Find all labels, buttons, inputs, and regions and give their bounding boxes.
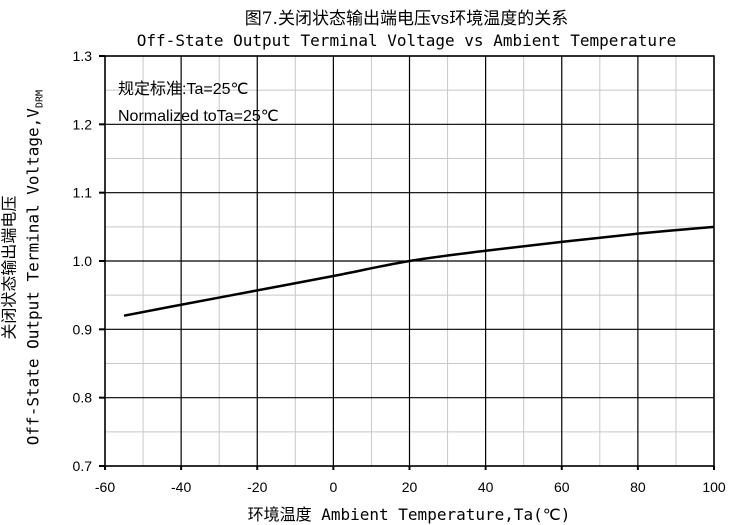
x-tick-label: 100 [702, 479, 726, 495]
x-tick-label: -40 [171, 479, 191, 495]
annotation-text: 规定标准:Ta=25℃ [118, 80, 248, 98]
x-tick-label: 60 [554, 479, 570, 495]
x-tick-label: 0 [329, 479, 337, 495]
y-tick-label: 1.2 [73, 116, 93, 132]
x-tick-label: 20 [402, 479, 418, 495]
plot-frame [104, 55, 715, 467]
x-tick-label: 40 [478, 479, 494, 495]
series-line [123, 225, 715, 317]
annotation-text: Normalized toTa=25℃ [118, 108, 279, 125]
chart-subtitle: Off-State Output Terminal Voltage vs Amb… [136, 31, 677, 50]
x-tick-label: 80 [630, 479, 646, 495]
y-tick-label: 0.8 [73, 390, 93, 406]
y-tick-label: 0.7 [73, 458, 93, 474]
x-tick-label: -20 [247, 479, 267, 495]
x-tick-label: -60 [95, 479, 115, 495]
y-axis-label-cn: 关闭状态输出端电压 [0, 195, 19, 340]
y-tick-label: 0.9 [73, 321, 93, 337]
y-tick-label: 1.0 [73, 253, 93, 269]
y-tick-label: 1.3 [73, 48, 93, 64]
y-tick-label: 1.1 [73, 185, 93, 201]
x-axis-label: 环境温度 Ambient Temperature,Ta(℃) [247, 505, 571, 524]
y-axis-label-en: Off-State Output Terminal Voltage,VDRM [23, 89, 46, 446]
chart-title: 图7.关闭状态输出端电压vs环境温度的关系 [244, 9, 569, 29]
y-axis-label: 关闭状态输出端电压 Off-State Output Terminal Volt… [0, 58, 53, 478]
